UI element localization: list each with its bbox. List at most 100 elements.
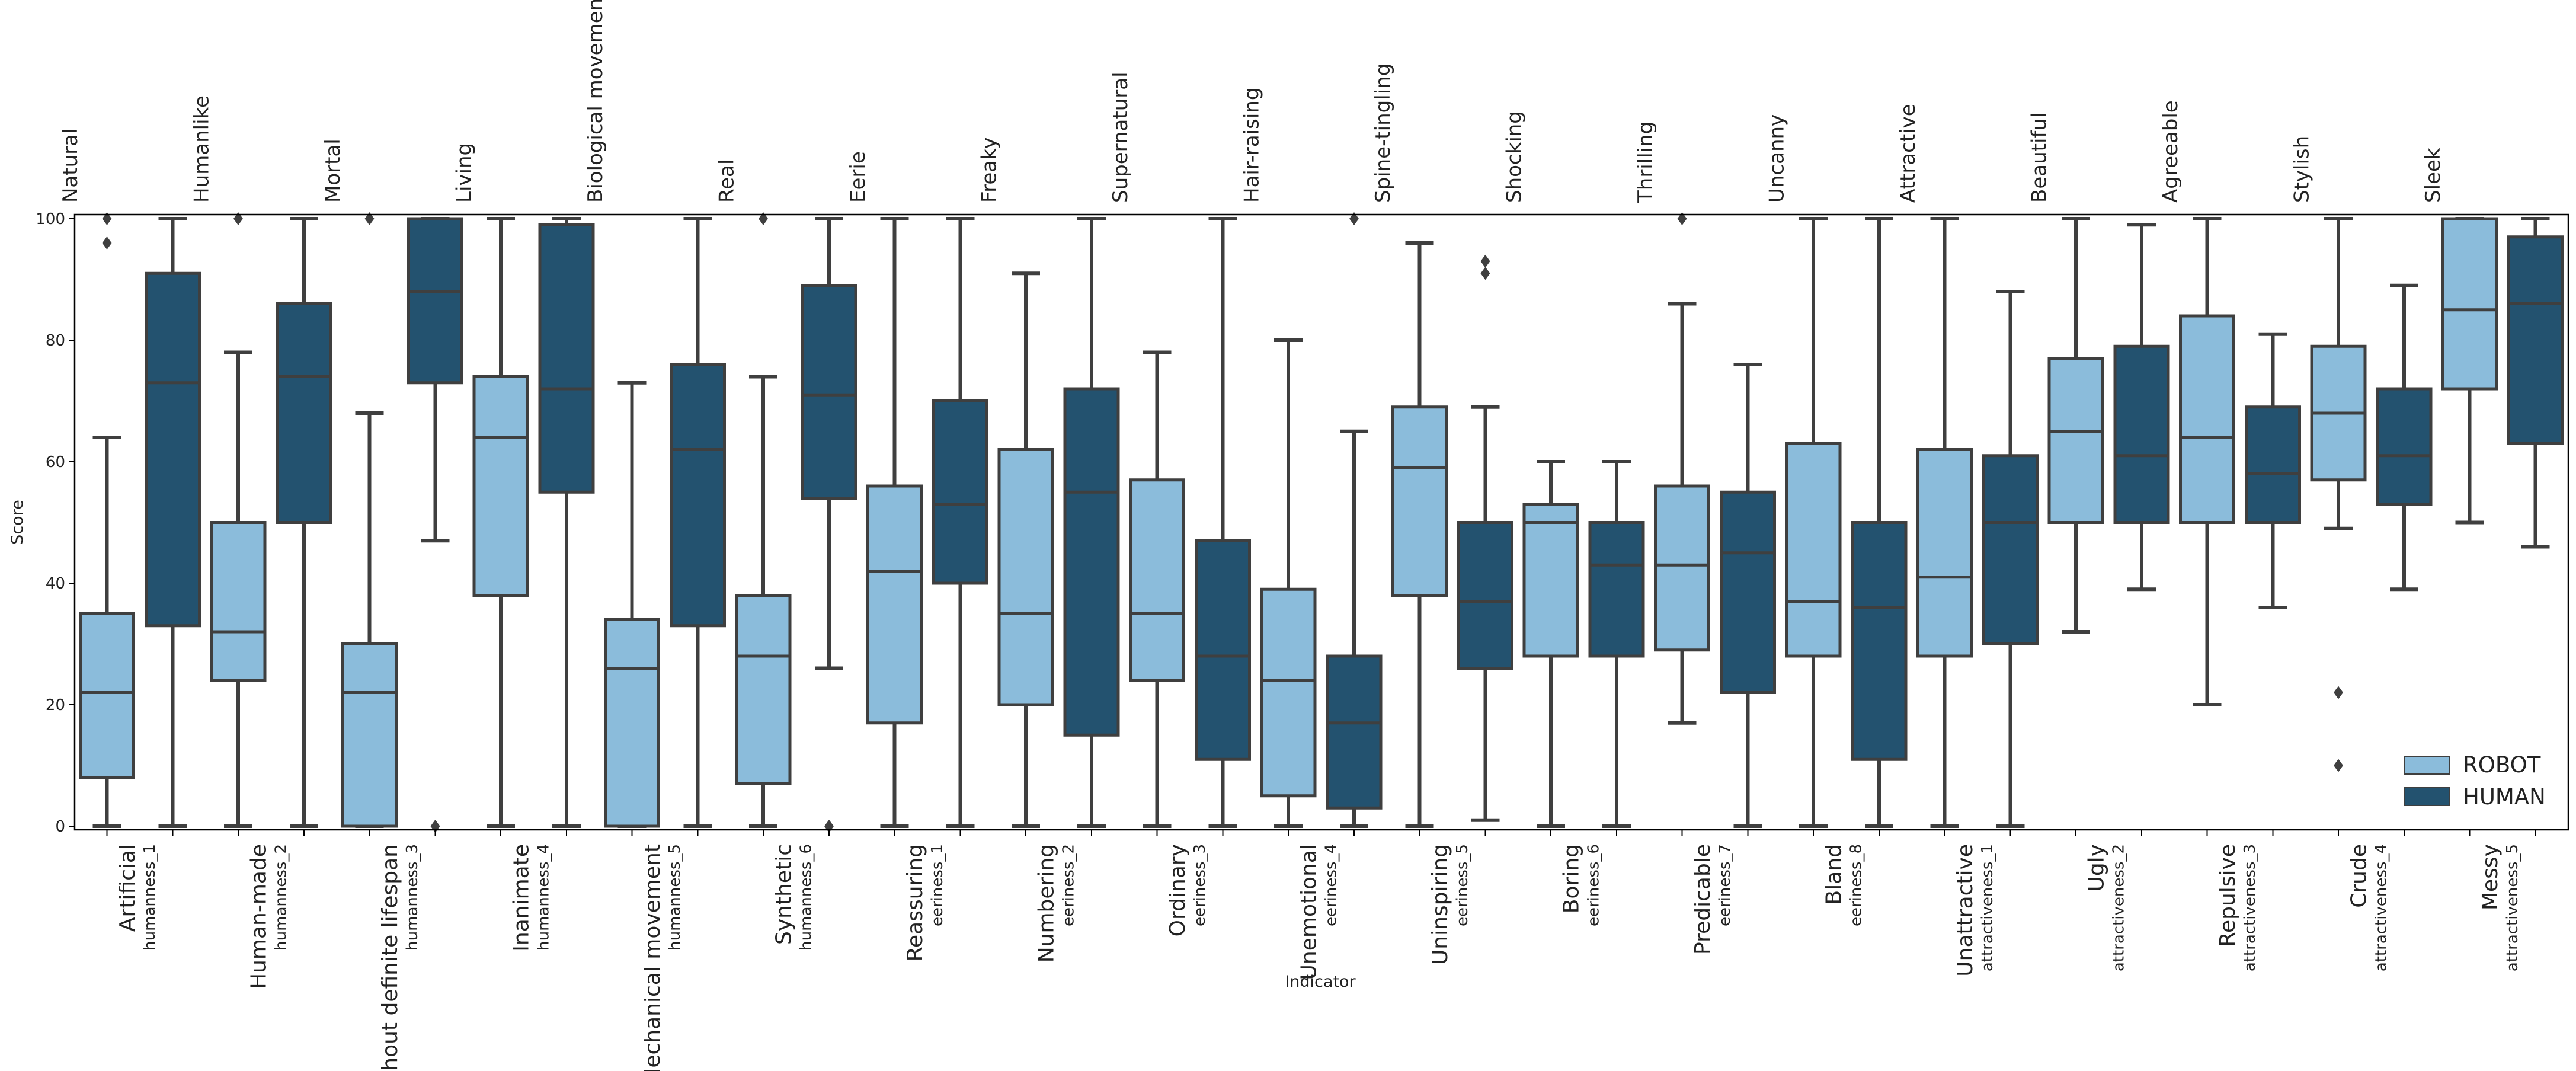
box-robot-attractiveness_2: [2047, 217, 2104, 634]
bottom-label: Messy: [2478, 844, 2503, 910]
bottom-label: Uninspiring: [1428, 844, 1452, 965]
box-iqr: [1916, 448, 1973, 658]
legend-label-robot: ROBOT: [2463, 752, 2541, 778]
box-human-eeriness_1: [932, 217, 988, 828]
box-iqr: [538, 223, 595, 494]
box-robot-humanness_5: [604, 381, 660, 828]
box-iqr: [2047, 357, 2104, 524]
box-human-eeriness_6: [1588, 460, 1645, 828]
top-label: Natural: [59, 129, 82, 203]
box-human-attractiveness_2: [2113, 223, 2170, 592]
outlier-point: [102, 212, 112, 225]
x-axis-title: Indicator: [1285, 973, 1356, 991]
box-iqr: [932, 399, 988, 585]
y-tick-label: 0: [55, 818, 65, 836]
code-label: attractiveness_2: [2110, 844, 2128, 971]
legend: ROBOT HUMAN: [2404, 752, 2546, 810]
code-label: attractiveness_1: [1979, 844, 1996, 971]
box-robot-attractiveness_1: [1916, 217, 1973, 828]
code-label: humanness_2: [273, 844, 290, 951]
outlier-point: [759, 212, 768, 225]
code-label: humanness_1: [141, 844, 159, 951]
bottom-label: Ugly: [2085, 844, 2109, 892]
bottom-label: Bland: [1822, 844, 1847, 904]
box-iqr: [2245, 405, 2301, 524]
box-iqr: [1260, 587, 1317, 798]
box-human-humanness_2: [276, 217, 332, 828]
box-iqr: [1720, 490, 1776, 694]
bottom-label: Artificial: [116, 844, 140, 932]
box-iqr: [2441, 217, 2498, 391]
code-label: eeriness_2: [1060, 844, 1078, 926]
bottom-label: Mechanical movement: [641, 844, 665, 1071]
box-human-attractiveness_4: [2376, 283, 2433, 592]
bottom-label: Human-made: [247, 844, 271, 989]
bottom-label: Synthetic: [772, 844, 796, 945]
outlier-point: [2334, 759, 2343, 772]
category-labels-layer: Natural Artificial humanness_1 Humanlike Hum…: [59, 0, 2536, 1071]
box-iqr: [407, 217, 463, 385]
top-label: Shocking: [1503, 111, 1527, 203]
top-label: Beautiful: [2028, 113, 2052, 203]
y-axis-title: Score: [8, 500, 27, 545]
box-iqr: [210, 521, 267, 682]
box-iqr: [866, 484, 923, 725]
outlier-point: [1480, 267, 1490, 280]
code-label: humanness_3: [404, 844, 421, 951]
plot-frame: [73, 213, 2569, 831]
top-label: Attractive: [1896, 104, 1920, 203]
bottom-label: Inanimate: [510, 844, 534, 952]
box-robot-humanness_2: [210, 212, 267, 828]
box-human-eeriness_4: [1326, 212, 1383, 828]
top-label: Mortal: [321, 139, 345, 203]
code-label: eeriness_1: [929, 844, 946, 926]
box-iqr: [276, 302, 332, 524]
box-iqr: [1326, 654, 1383, 810]
top-label: Supernatural: [1109, 72, 1132, 203]
box-iqr: [670, 363, 726, 628]
code-label: eeriness_3: [1191, 844, 1209, 926]
y-tick-label: 60: [46, 453, 65, 471]
box-human-eeriness_7: [1720, 363, 1776, 828]
y-tick-label: 100: [36, 210, 65, 228]
box-iqr: [1129, 478, 1185, 682]
box-human-humanness_5: [670, 217, 726, 828]
y-ticks-layer: 0 20 40 60 80 100: [36, 210, 75, 836]
box-iqr: [997, 448, 1054, 706]
code-label: attractiveness_5: [2504, 844, 2521, 971]
box-iqr: [2507, 235, 2564, 445]
outlier-point: [2334, 686, 2343, 699]
bottom-label: Without definite lifespan: [378, 844, 402, 1071]
box-iqr: [604, 618, 660, 828]
box-iqr: [735, 594, 792, 785]
y-tick-label: 80: [46, 332, 65, 350]
box-robot-eeriness_4: [1260, 338, 1317, 828]
code-label: attractiveness_4: [2373, 844, 2391, 971]
box-iqr: [1522, 503, 1579, 658]
outlier-point: [364, 212, 375, 225]
box-human-attractiveness_3: [2245, 332, 2301, 609]
box-robot-eeriness_8: [1785, 217, 1842, 828]
top-label: Sleek: [2421, 148, 2445, 203]
outlier-point: [1677, 212, 1687, 225]
code-label: eeriness_5: [1454, 844, 1471, 926]
box-robot-eeriness_7: [1654, 212, 1710, 725]
y-tick-label: 40: [46, 575, 65, 593]
code-label: eeriness_6: [1585, 844, 1603, 926]
box-human-eeriness_8: [1851, 217, 1908, 828]
box-iqr: [2179, 314, 2235, 524]
top-label: Hair-raising: [1240, 88, 1264, 203]
top-label: Stylish: [2290, 136, 2314, 203]
legend-swatch-human: [2404, 787, 2450, 806]
boxes-layer: [79, 212, 2564, 833]
bottom-label: Ordinary: [1166, 844, 1190, 936]
box-human-eeriness_3: [1195, 217, 1251, 828]
code-label: attractiveness_3: [2241, 844, 2259, 971]
box-iqr: [1457, 521, 1513, 670]
code-label: humanness_4: [535, 844, 553, 951]
top-label: Biological movement: [584, 0, 607, 203]
box-robot-humanness_4: [472, 217, 529, 828]
code-label: humanness_6: [798, 844, 815, 951]
box-human-humanness_1: [145, 217, 201, 828]
box-iqr: [341, 642, 398, 828]
